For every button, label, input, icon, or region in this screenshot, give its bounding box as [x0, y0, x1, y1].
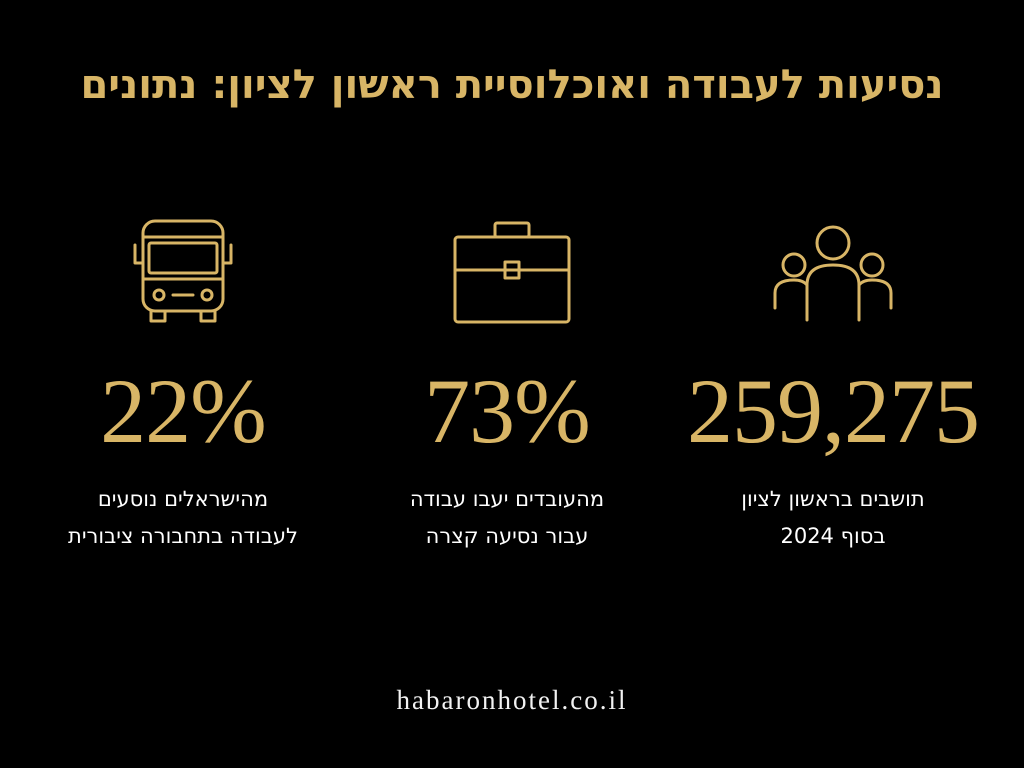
stat-description: מהישראלים נוסעים לעבודה בתחבורה ציבורית	[23, 481, 343, 555]
briefcase-icon	[453, 221, 571, 324]
desc-line: תושבים בראשון לציון	[741, 487, 925, 511]
bus-icon	[133, 219, 233, 323]
title: נסיעות לעבודה ואוכלוסיית ראשון לציון: נת…	[80, 62, 944, 108]
stat-number: 259,275	[687, 360, 980, 462]
footer-site: habaronhotel.co.il	[396, 685, 628, 715]
desc-line: עבור נסיעה קצרה	[425, 524, 589, 548]
desc-line: מהעובדים יעבו עבודה	[409, 487, 605, 511]
stat-number: 22%	[100, 360, 267, 462]
stat-number: 73%	[424, 360, 591, 462]
stat-description: תושבים בראשון לציון בסוף 2024	[673, 481, 993, 555]
stat: 259,275 תושבים בראשון לציון בסוף 2024	[673, 215, 993, 555]
stat: 73% מהעובדים יעבו עבודה עבור נסיעה קצרה	[347, 215, 667, 555]
desc-line: בסוף 2024	[780, 524, 886, 548]
desc-line: מהישראלים נוסעים	[97, 487, 269, 511]
desc-line: לעבודה בתחבורה ציבורית	[68, 524, 298, 548]
stat: 22% מהישראלים נוסעים לעבודה בתחבורה ציבו…	[23, 215, 343, 555]
stat-description: מהעובדים יעבו עבודה עבור נסיעה קצרה	[347, 481, 667, 555]
people-icon	[773, 225, 893, 322]
